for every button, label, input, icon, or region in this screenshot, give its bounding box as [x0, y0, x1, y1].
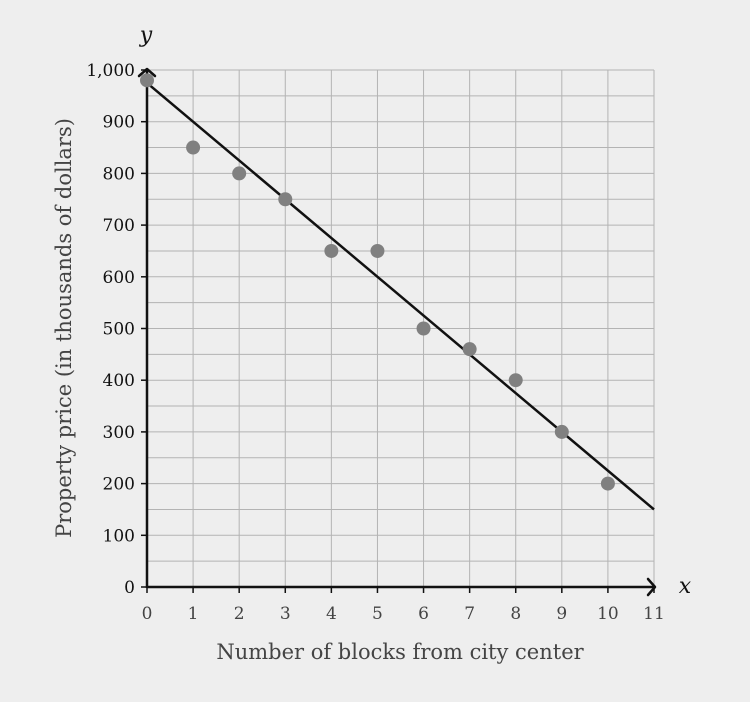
x-tick-label: 10 — [597, 604, 619, 624]
data-point — [462, 342, 477, 357]
x-variable-label: x — [679, 574, 692, 599]
x-axis-arrowhead — [646, 577, 657, 597]
x-tick-label: 5 — [372, 604, 383, 624]
y-tick-label: 100 — [103, 526, 135, 546]
grid — [147, 69, 655, 587]
data-point — [370, 243, 385, 258]
y-tick-label: 0 — [124, 578, 135, 598]
y-variable-label: y — [139, 23, 153, 48]
x-tick-label: 0 — [142, 604, 153, 624]
x-tick-label: 6 — [418, 604, 429, 624]
trend-line-group — [146, 81, 655, 511]
y-tick-label: 900 — [103, 113, 135, 133]
y-axis-title: Property price (in thousands of dollars) — [52, 118, 76, 538]
data-point — [416, 321, 431, 336]
x-tick-label: 3 — [280, 604, 291, 624]
y-tick-label: 700 — [103, 216, 135, 236]
y-axis-arrowhead — [137, 67, 157, 78]
data-point — [232, 166, 247, 181]
data-point — [600, 476, 615, 491]
y-tick-label: 1,000 — [86, 61, 135, 81]
x-tick-label: 7 — [464, 604, 475, 624]
data-point — [140, 73, 154, 88]
y-tick-label: 600 — [103, 268, 135, 288]
data-points — [140, 73, 615, 491]
y-tick-label: 500 — [103, 320, 135, 340]
data-point — [324, 243, 339, 258]
y-tick-label: 300 — [103, 423, 135, 443]
x-tick-label: 1 — [188, 604, 199, 624]
data-point — [554, 424, 569, 439]
x-tick-label: 9 — [556, 604, 567, 624]
y-tick-label: 800 — [103, 164, 135, 184]
data-point — [278, 192, 293, 207]
y-tick-label: 200 — [103, 475, 135, 495]
y-tick-label: 400 — [103, 371, 135, 391]
tick-labels: 0 100 200 300 400 500 600 700 800 900 1,000 0 1 2 3 4 5 6… — [86, 61, 664, 624]
data-point — [508, 373, 523, 388]
trend-line — [146, 81, 655, 511]
x-tick-label: 11 — [643, 604, 665, 624]
x-tick-label: 8 — [510, 604, 521, 624]
x-tick-label: 4 — [326, 604, 337, 624]
data-point — [186, 140, 201, 155]
axes — [137, 67, 657, 597]
x-axis-title: Number of blocks from city center — [216, 640, 584, 664]
x-tick-label: 2 — [234, 604, 245, 624]
